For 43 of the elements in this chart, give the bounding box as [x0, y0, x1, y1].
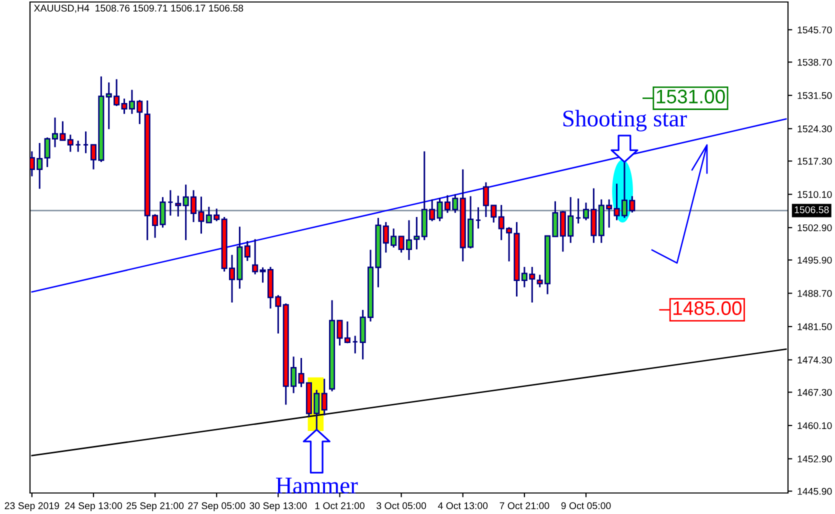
- x-tick-label: 27 Sep 05:00: [188, 502, 246, 512]
- ref-line-label: 1506.58: [794, 206, 829, 214]
- y-tick-label: 1502.90: [798, 224, 832, 232]
- y-tick-label: 1495.90: [798, 256, 832, 264]
- candlestick: [575, 198, 582, 224]
- candlestick: [67, 134, 74, 153]
- candlestick: [252, 238, 258, 276]
- candlestick: [475, 206, 482, 230]
- chart-title: XAUUSD,H4 1508.76 1509.71 1506.17 1506.58: [34, 4, 244, 13]
- x-tick-label: 3 Oct 05:00: [376, 502, 426, 510]
- y-tick-label: 1452.90: [798, 456, 832, 462]
- y-tick-label: 1467.30: [798, 388, 832, 396]
- x-tick-label: 7 Oct 21:00: [500, 502, 550, 510]
- y-tick-label: 1445.90: [798, 488, 832, 495]
- candlestick: [244, 240, 250, 262]
- y-tick-label: 1538.70: [798, 58, 832, 66]
- y-tick-label: 1481.50: [798, 323, 832, 330]
- x-tick-label: 30 Sep 13:00: [250, 502, 307, 512]
- y-tick-label: 1531.50: [798, 92, 832, 100]
- candlestick: [175, 194, 182, 218]
- x-tick-label: 4 Oct 13:00: [438, 502, 488, 510]
- y-tick-label: 1517.30: [798, 158, 832, 165]
- annotation: 1531.00: [656, 90, 725, 104]
- candlestick: [75, 140, 82, 153]
- candlestick: [344, 320, 350, 344]
- candlestick: [321, 378, 328, 416]
- annotation: Hammer: [276, 478, 358, 494]
- candlestick: [82, 130, 89, 154]
- x-tick-label: 24 Sep 13:00: [65, 502, 122, 512]
- y-tick-label: 1474.30: [798, 356, 832, 364]
- x-tick-label: 23 Sep 2019: [4, 502, 60, 512]
- y-tick-label: 1524.30: [798, 125, 832, 132]
- x-tick-label: 9 Oct 05:00: [561, 502, 611, 510]
- y-tick-label: 1510.10: [798, 191, 832, 198]
- candlestick: [352, 335, 358, 354]
- x-tick-label: 25 Sep 21:00: [126, 502, 184, 512]
- annotation: 1485.00: [674, 301, 742, 316]
- y-tick-label: 1545.70: [798, 26, 832, 34]
- x-tick-label: 1 Oct 21:00: [315, 502, 364, 510]
- annotation: Shooting star: [563, 110, 687, 132]
- candlestick: [167, 189, 174, 216]
- y-tick-label: 1460.10: [798, 422, 832, 430]
- y-tick-label: 1488.70: [798, 290, 832, 297]
